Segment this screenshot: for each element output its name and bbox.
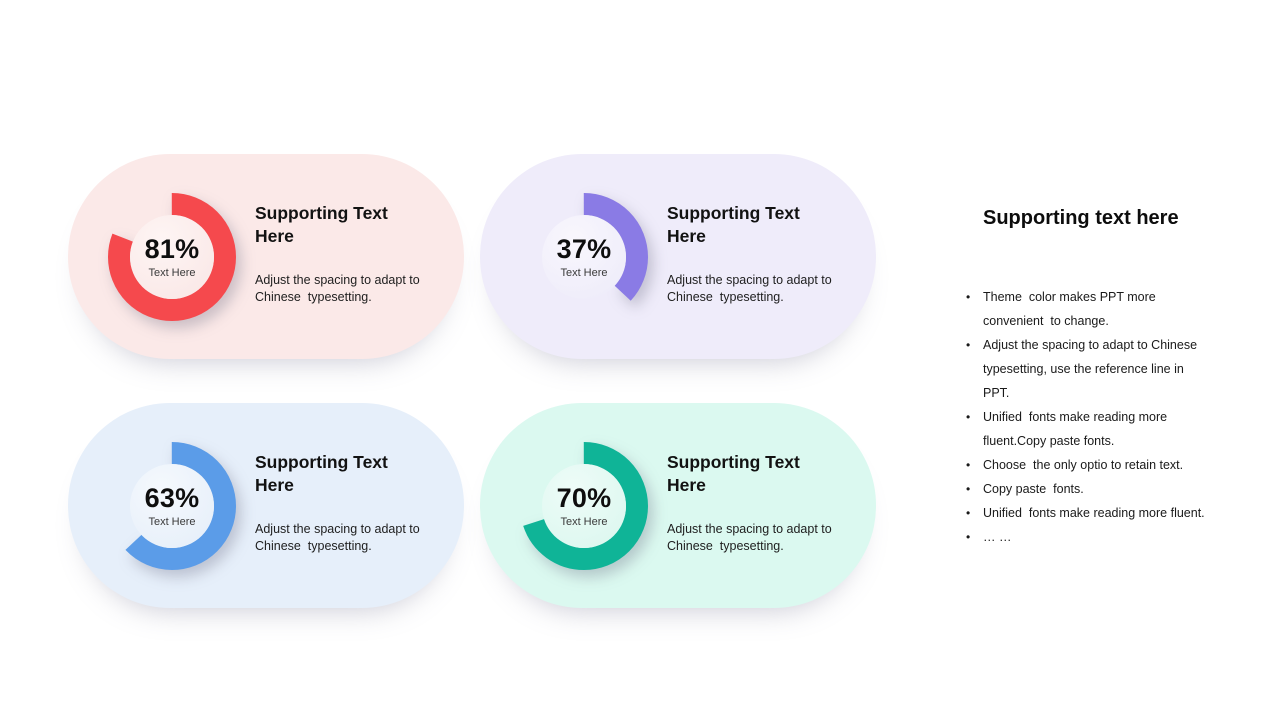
card-text-block: Supporting Text Here Adjust the spacing … bbox=[255, 202, 431, 305]
percent-caption: Text Here bbox=[148, 516, 196, 529]
percent-value: 37% bbox=[556, 233, 612, 264]
donut-chart-81: 81% Text Here bbox=[108, 193, 236, 321]
donut-arc-svg bbox=[108, 193, 236, 321]
donut-chart-63: 63% Text Here bbox=[108, 442, 236, 570]
card-text-block: Supporting Text Here Adjust the spacing … bbox=[667, 202, 843, 305]
percent-value: 70% bbox=[556, 482, 612, 513]
bullet-item: Unified fonts make reading more fluent. bbox=[965, 501, 1210, 525]
side-panel-title: Supporting text here bbox=[983, 207, 1179, 229]
donut-hole: 81% Text Here bbox=[130, 215, 214, 299]
donut-hole: 63% Text Here bbox=[130, 464, 214, 548]
card-body: Adjust the spacing to adapt to Chinese t… bbox=[667, 522, 836, 553]
donut-arc-svg bbox=[520, 193, 648, 321]
card-title: Supporting Text Here bbox=[255, 452, 393, 495]
bullet-item: Theme color makes PPT more convenient to… bbox=[965, 285, 1210, 333]
donut-card-3: 63% Text Here Supporting Text Here Adjus… bbox=[68, 403, 464, 608]
donut-card-1: 81% Text Here Supporting Text Here Adjus… bbox=[68, 154, 464, 359]
card-body: Adjust the spacing to adapt to Chinese t… bbox=[667, 273, 836, 304]
card-body: Adjust the spacing to adapt to Chinese t… bbox=[255, 273, 424, 304]
donut-chart-37: 37% Text Here bbox=[520, 193, 648, 321]
donut-hole: 37% Text Here bbox=[542, 215, 626, 299]
card-text-block: Supporting Text Here Adjust the spacing … bbox=[255, 451, 431, 554]
donut-card-4: 70% Text Here Supporting Text Here Adjus… bbox=[480, 403, 876, 608]
card-text-block: Supporting Text Here Adjust the spacing … bbox=[667, 451, 843, 554]
donut-arc-svg bbox=[520, 442, 648, 570]
percent-caption: Text Here bbox=[148, 267, 196, 280]
donut-arc-svg bbox=[108, 442, 236, 570]
donut-hole: 70% Text Here bbox=[542, 464, 626, 548]
percent-value: 81% bbox=[144, 233, 200, 264]
percent-value: 63% bbox=[144, 482, 200, 513]
percent-caption: Text Here bbox=[560, 516, 608, 529]
card-body: Adjust the spacing to adapt to Chinese t… bbox=[255, 522, 424, 553]
bullet-item: Copy paste fonts. bbox=[965, 477, 1210, 501]
donut-card-2: 37% Text Here Supporting Text Here Adjus… bbox=[480, 154, 876, 359]
card-title: Supporting Text Here bbox=[255, 203, 393, 246]
bullet-item: Unified fonts make reading more fluent.C… bbox=[965, 405, 1210, 453]
donut-chart-70: 70% Text Here bbox=[520, 442, 648, 570]
side-panel: Supporting text here Theme color makes P… bbox=[965, 205, 1210, 549]
card-title: Supporting Text Here bbox=[667, 452, 805, 495]
bullet-item: Choose the only optio to retain text. bbox=[965, 453, 1210, 477]
bullet-list: Theme color makes PPT more convenient to… bbox=[965, 285, 1210, 549]
percent-caption: Text Here bbox=[560, 267, 608, 280]
bullet-item: Adjust the spacing to adapt to Chinese t… bbox=[965, 333, 1210, 405]
card-title: Supporting Text Here bbox=[667, 203, 805, 246]
bullet-item: … … bbox=[965, 525, 1210, 549]
